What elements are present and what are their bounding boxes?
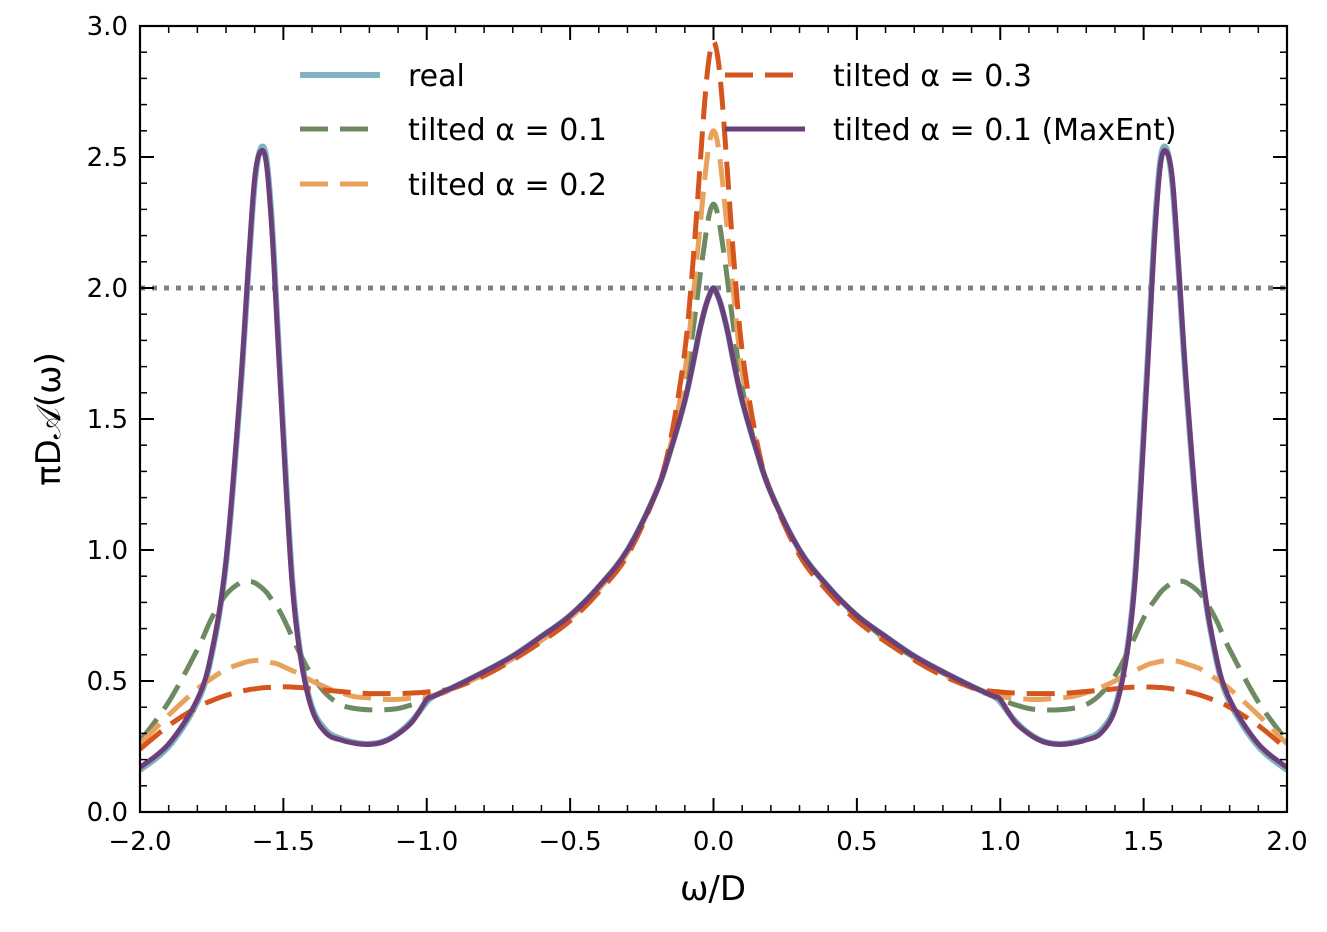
y-tick-label: 2.5 [87, 143, 128, 173]
legend-label-3: tilted α = 0.3 [833, 59, 1032, 94]
x-tick-label: 1.5 [1123, 827, 1164, 857]
y-tick-label: 0.0 [87, 798, 128, 828]
x-tick-label: −1.0 [395, 827, 458, 857]
series-line-4 [140, 147, 1287, 770]
x-tick-label: 0.5 [836, 827, 877, 857]
x-tick-label: −0.5 [539, 827, 602, 857]
y-tick-label: 0.5 [87, 667, 128, 697]
tick-layer: −2.0 −1.5 −1.0 −0.5 0.0 0.5 1.0 1.5 2.0 0.0 0.5 1.0… [87, 12, 1308, 857]
series-line-1 [140, 201, 1287, 743]
y-tick-label: 1.5 [87, 405, 128, 435]
legend-label-4: tilted α = 0.1 (MaxEnt) [833, 113, 1177, 148]
y-axis-label: πD𝒜(ω) [29, 352, 69, 486]
series-line-0 [140, 143, 1287, 773]
x-tick-label: −2.0 [108, 827, 171, 857]
legend-label-1: tilted α = 0.1 [408, 113, 607, 148]
x-tick-label: 0.0 [693, 827, 734, 857]
series-line-2 [140, 128, 1287, 746]
x-tick-label: 1.0 [980, 827, 1021, 857]
legend-label-0: real [408, 59, 465, 94]
x-tick-label: −1.5 [252, 827, 315, 857]
x-tick-label: 2.0 [1266, 827, 1307, 857]
y-tick-label: 3.0 [87, 12, 128, 42]
y-tick-label: 2.0 [87, 274, 128, 304]
series-line-3 [140, 39, 1287, 752]
series-layer [140, 39, 1287, 773]
legend-label-2: tilted α = 0.2 [408, 168, 607, 203]
legend: real tilted α = 0.1 tilted α = 0.2 tilted α… [300, 59, 1177, 203]
y-tick-label: 1.0 [87, 536, 128, 566]
x-axis-label: ω/D [680, 869, 746, 909]
